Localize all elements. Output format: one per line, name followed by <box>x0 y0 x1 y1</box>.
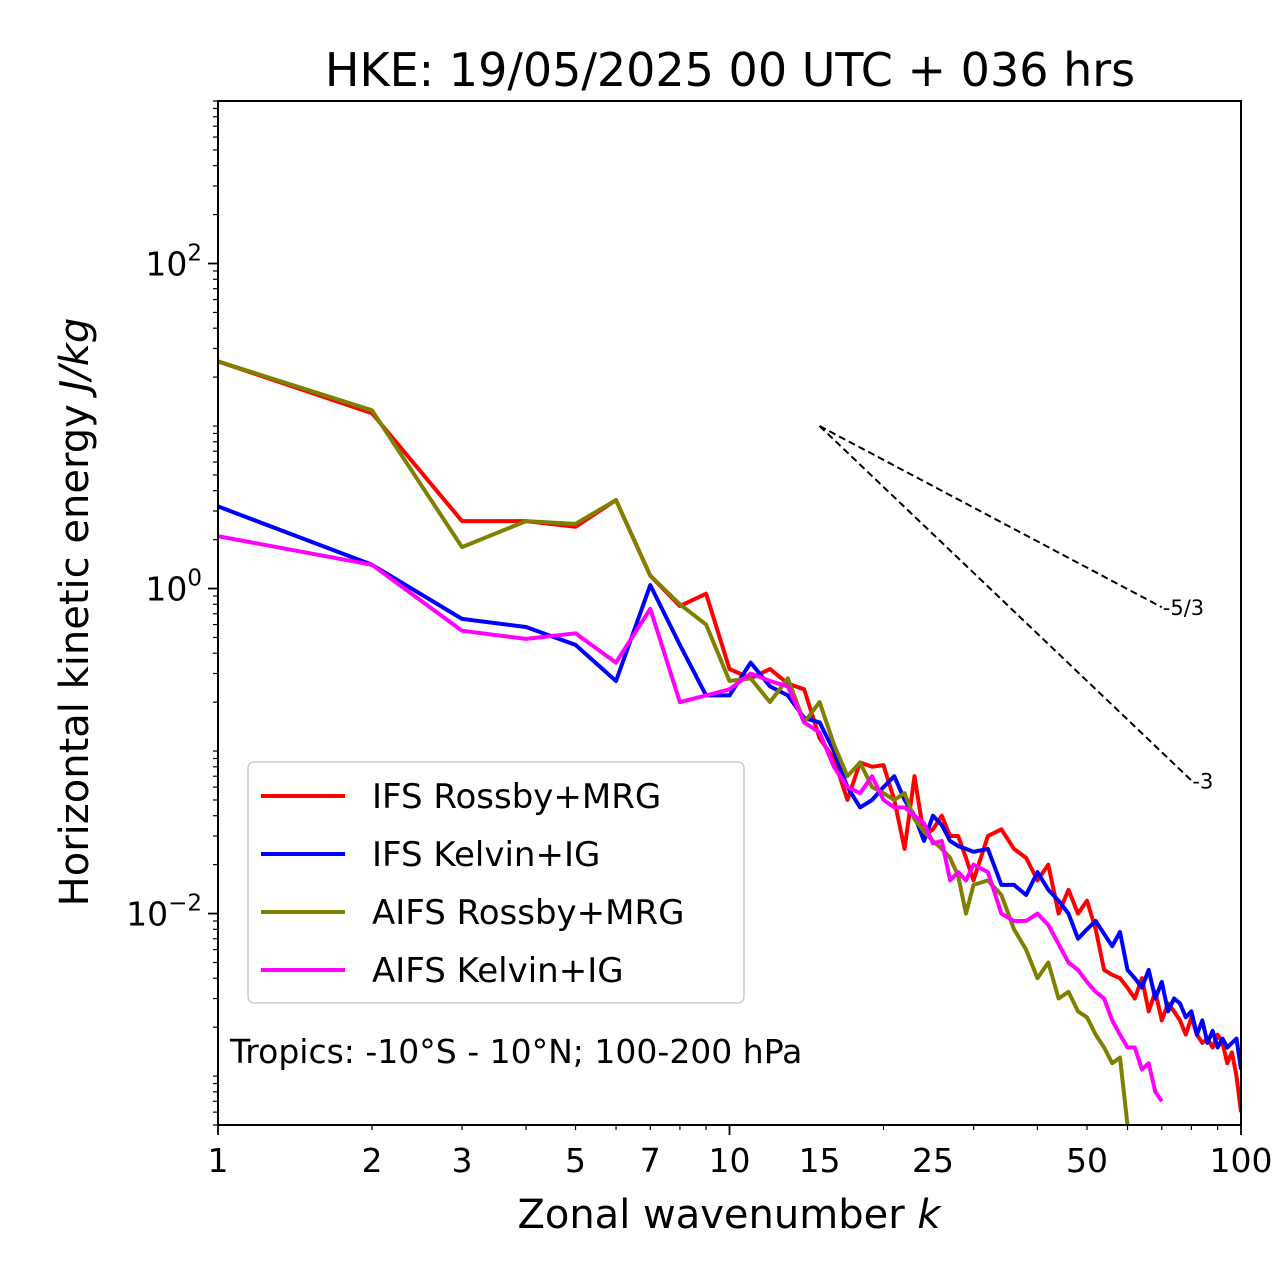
slope-label-1: -5/3 <box>1163 596 1204 620</box>
y-axis-label: Horizontal kinetic energy J/kg <box>52 318 98 907</box>
series-line-3 <box>218 359 1130 1125</box>
x-tick-label: 10 <box>709 1141 751 1180</box>
x-axis-label: Zonal wavenumber k <box>517 1192 942 1238</box>
slope-line-2 <box>818 425 1193 782</box>
legend-frame <box>247 761 745 1004</box>
x-tick-label: 7 <box>640 1141 661 1180</box>
series-line-4 <box>218 534 1164 1103</box>
chart-title: HKE: 19/05/2025 00 UTC + 036 hrs <box>325 43 1135 97</box>
x-tick-label: 2 <box>361 1141 382 1180</box>
x-tick-label: 1 <box>208 1141 229 1180</box>
legend-label-4: AIFS Kelvin+IG <box>372 951 624 991</box>
series-layer <box>218 359 1241 1125</box>
y-axis-ticks: 10−2 100 102 <box>126 100 218 1126</box>
legend-label-3: AIFS Rossby+MRG <box>372 893 684 933</box>
x-tick-label: 5 <box>565 1141 586 1180</box>
y-tick-label: 102 <box>145 241 202 284</box>
y-tick-label: 10−2 <box>126 891 202 934</box>
reference-slopes: -5/3 -3 <box>818 425 1213 793</box>
x-tick-label: 3 <box>452 1141 473 1180</box>
legend-label-1: IFS Rossby+MRG <box>372 777 661 817</box>
y-tick-label: 100 <box>145 566 202 609</box>
series-line-1 <box>218 359 1241 1113</box>
x-tick-label: 50 <box>1066 1141 1108 1180</box>
x-tick-label: 100 <box>1210 1141 1273 1180</box>
legend-label-2: IFS Kelvin+IG <box>372 835 600 875</box>
region-annotation: Tropics: -10°S - 10°N; 100-200 hPa <box>229 1032 802 1071</box>
legend: IFS Rossby+MRG IFS Kelvin+IG AIFS Rossby+M… <box>247 761 745 1004</box>
slope-label-2: -3 <box>1192 769 1213 793</box>
slope-line-1 <box>819 425 1163 609</box>
x-axis-ticks: 1 2 3 5 7 10 15 25 50 100 <box>208 1125 1273 1180</box>
x-tick-label: 15 <box>799 1141 841 1180</box>
x-tick-label: 25 <box>912 1141 954 1180</box>
